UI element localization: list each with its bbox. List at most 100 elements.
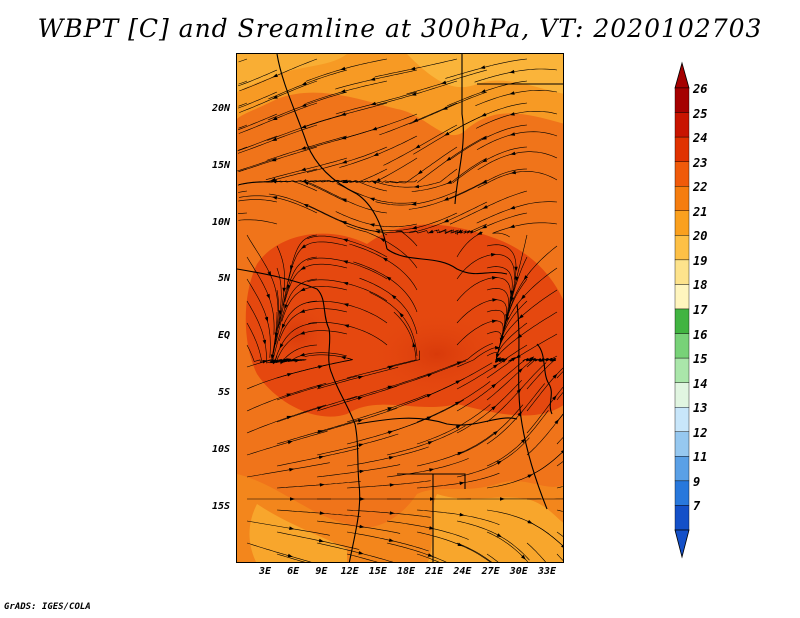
streamline — [456, 542, 492, 562]
streamline-arrow — [272, 116, 278, 121]
streamline — [449, 168, 528, 200]
streamline-arrow — [455, 401, 461, 406]
streamline — [446, 80, 528, 107]
streamline-arrow — [515, 354, 521, 359]
streamline — [486, 244, 517, 308]
coastlines-and-borders — [237, 54, 563, 562]
streamline — [556, 371, 563, 379]
streamline — [238, 168, 248, 172]
streamline-arrow — [415, 144, 421, 149]
streamline — [305, 58, 388, 82]
colorbar-label: 11 — [693, 450, 708, 465]
streamline-arrow — [280, 359, 285, 365]
streamline-arrow — [523, 275, 529, 281]
streamline — [475, 89, 558, 106]
streamline-arrow — [496, 460, 502, 465]
colorbar-label: 7 — [693, 499, 701, 514]
streamline — [556, 553, 563, 561]
streamline-arrow — [491, 383, 497, 389]
streamline — [268, 180, 348, 203]
colorbar-label: 18 — [693, 278, 708, 293]
streamline — [276, 245, 285, 329]
colorbar-swatch — [674, 357, 690, 383]
streamline-arrow — [493, 430, 499, 436]
streamline — [276, 531, 360, 550]
colorbar-swatch — [674, 136, 690, 162]
streamline — [278, 308, 348, 342]
streamline-arrow — [482, 205, 488, 209]
colorbar-label: 13 — [693, 401, 708, 416]
streamline — [495, 311, 558, 364]
streamline — [238, 190, 248, 193]
colorbar-swatch — [674, 456, 690, 482]
streamline-arrow — [491, 405, 497, 411]
streamline-arrow — [389, 483, 395, 487]
streamline — [237, 113, 278, 131]
streamline-arrows — [262, 65, 563, 560]
streamline-arrow — [514, 266, 518, 272]
streamline-arrow — [301, 103, 307, 107]
streamline — [307, 235, 388, 258]
streamline-arrow — [411, 92, 417, 96]
streamline-arrow — [509, 112, 515, 116]
streamline-arrow — [359, 524, 365, 529]
streamline — [339, 135, 418, 168]
streamline-arrow — [358, 551, 364, 555]
lake-outline — [536, 343, 553, 415]
streamline-arrow — [281, 323, 286, 329]
streamline — [279, 256, 318, 326]
streamline-arrow — [481, 136, 487, 140]
streamline-arrow — [509, 91, 515, 95]
streamline-arrow — [341, 135, 347, 140]
lon-label: 12E — [340, 566, 359, 577]
colorbar-label: 14 — [693, 376, 708, 391]
streamline — [246, 364, 328, 390]
streamline-arrow — [341, 160, 348, 164]
lon-label: 9E — [315, 566, 328, 577]
streamline — [335, 211, 418, 228]
streamline — [238, 124, 248, 129]
streamline-arrow — [287, 553, 293, 558]
streamline-arrow — [303, 181, 309, 186]
streamline — [272, 300, 318, 362]
streamline-arrow — [515, 276, 519, 282]
colorbar-bottom-arrow — [674, 529, 690, 559]
colorbar-label: 25 — [693, 106, 708, 121]
streamline-arrow — [359, 469, 365, 474]
lat-label: 15N — [211, 159, 230, 171]
streamline-arrow — [300, 146, 307, 150]
streamline — [486, 383, 545, 445]
streamline-arrow — [262, 339, 267, 345]
streamline — [476, 201, 558, 224]
streamline — [413, 113, 488, 155]
streamline-arrow — [282, 287, 286, 293]
streamline — [416, 343, 493, 379]
streamline — [556, 531, 563, 537]
streamline — [409, 201, 488, 234]
streamline-arrow — [518, 314, 524, 319]
streamline-arrow — [391, 294, 397, 300]
streamline-arrow — [482, 179, 488, 184]
streamline-arrow — [374, 229, 380, 234]
streamline-arrow — [317, 430, 323, 434]
streamline-arrow — [375, 178, 381, 182]
lon-label: 15E — [368, 566, 387, 577]
streamline-arrow — [441, 80, 447, 84]
streamline-arrow — [443, 218, 449, 223]
streamline — [340, 220, 418, 247]
streamline-arrow — [382, 257, 388, 262]
streamline — [268, 193, 348, 225]
streamline-arrow — [414, 184, 420, 189]
streamline-arrow — [342, 260, 349, 264]
streamline — [308, 322, 388, 346]
streamline-arrow — [455, 380, 461, 385]
streamline — [239, 80, 318, 113]
colorbar — [674, 61, 690, 559]
streamline — [238, 80, 248, 85]
streamline — [276, 481, 361, 489]
colorbar-swatch — [674, 161, 690, 187]
streamline — [476, 131, 558, 151]
streamline-arrow — [554, 419, 559, 425]
streamline — [346, 394, 427, 423]
streamline — [237, 124, 318, 154]
